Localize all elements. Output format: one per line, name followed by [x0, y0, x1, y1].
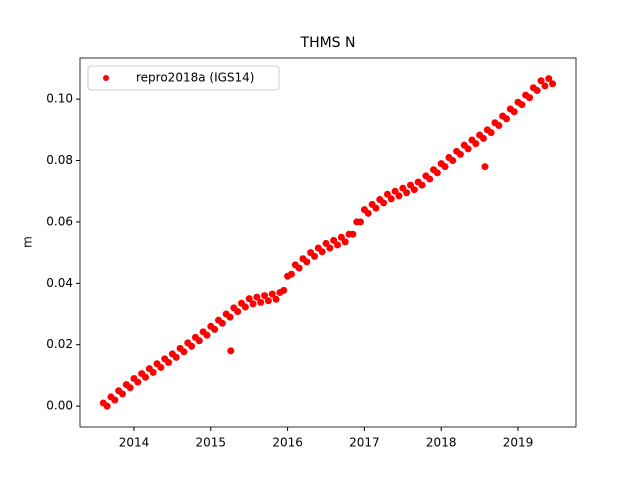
- point: [391, 187, 399, 195]
- point: [410, 186, 418, 194]
- point: [441, 163, 449, 171]
- point: [165, 359, 173, 367]
- point: [261, 292, 269, 300]
- point: [487, 129, 495, 137]
- point: [481, 163, 489, 171]
- point: [226, 313, 234, 321]
- point: [464, 145, 472, 153]
- point: [303, 258, 311, 266]
- point: [387, 195, 395, 203]
- x-tick-label: 2017: [349, 436, 380, 450]
- point: [449, 157, 457, 165]
- point: [364, 209, 372, 217]
- x-tick-label: 2018: [426, 436, 457, 450]
- point: [218, 319, 226, 327]
- point: [406, 181, 414, 189]
- point: [326, 244, 334, 252]
- point: [349, 230, 357, 238]
- point: [341, 238, 349, 246]
- point: [126, 384, 134, 392]
- point: [149, 368, 157, 376]
- point: [295, 264, 303, 272]
- point: [380, 199, 388, 207]
- x-tick-label: 2016: [272, 436, 303, 450]
- point: [111, 396, 119, 404]
- point: [103, 402, 111, 410]
- point: [495, 122, 503, 130]
- point: [541, 82, 549, 90]
- point: [257, 298, 265, 306]
- point: [372, 204, 380, 212]
- point: [334, 241, 342, 249]
- point: [118, 390, 126, 398]
- point: [234, 308, 242, 316]
- point: [318, 248, 326, 256]
- point: [395, 192, 403, 200]
- point: [249, 300, 257, 308]
- point: [526, 94, 534, 102]
- point: [280, 286, 288, 294]
- point: [418, 181, 426, 189]
- point: [142, 373, 150, 381]
- point: [253, 293, 261, 301]
- point: [272, 295, 280, 303]
- point: [399, 184, 407, 192]
- x-tick-label: 2015: [196, 436, 227, 450]
- point: [195, 337, 203, 345]
- point: [433, 169, 441, 177]
- point: [287, 270, 295, 278]
- point: [472, 140, 480, 148]
- point: [211, 325, 219, 333]
- point: [533, 87, 541, 95]
- chart-title: THMS N: [300, 35, 356, 51]
- point: [545, 75, 553, 83]
- point: [383, 190, 391, 198]
- point: [241, 303, 249, 311]
- y-axis-label: m: [21, 236, 35, 248]
- point: [268, 290, 276, 298]
- point: [357, 218, 365, 226]
- point: [549, 80, 557, 88]
- point: [456, 150, 464, 158]
- point: [322, 239, 330, 247]
- y-tick-label: 0.06: [46, 214, 73, 228]
- y-tick-label: 0.08: [46, 153, 73, 167]
- y-tick-label: 0.10: [46, 92, 73, 106]
- point: [180, 348, 188, 356]
- y-tick-label: 0.04: [46, 276, 73, 290]
- legend-box: [87, 65, 280, 91]
- point: [245, 295, 253, 303]
- plot-frame: [79, 57, 577, 428]
- point: [510, 108, 518, 116]
- point: [157, 363, 165, 371]
- point: [264, 297, 272, 305]
- y-tick-label: 0.00: [46, 399, 73, 413]
- point: [188, 342, 196, 350]
- point: [172, 353, 180, 361]
- point: [403, 189, 411, 197]
- point: [518, 101, 526, 109]
- point: [134, 378, 142, 386]
- point: [537, 77, 545, 85]
- point: [502, 115, 510, 123]
- point: [203, 331, 211, 339]
- y-tick-label: 0.02: [46, 337, 73, 351]
- x-tick-label: 2014: [119, 436, 150, 450]
- legend-marker: [103, 75, 109, 81]
- point: [426, 175, 434, 183]
- x-tick-label: 2019: [503, 436, 534, 450]
- point: [330, 236, 338, 244]
- point: [310, 252, 318, 260]
- legend-label: repro2018a (IGS14): [136, 71, 254, 85]
- point: [227, 347, 235, 355]
- point: [479, 134, 487, 142]
- point: [337, 233, 345, 241]
